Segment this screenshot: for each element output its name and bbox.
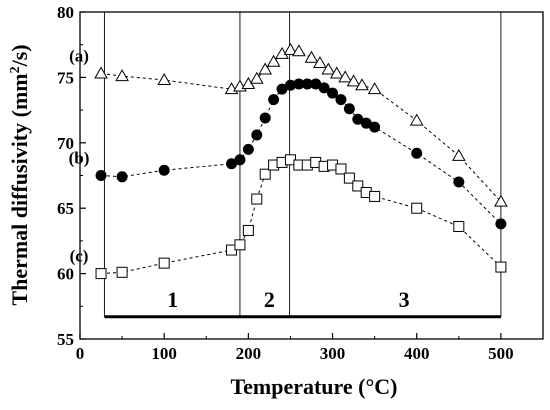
- data-point-circle: [276, 83, 288, 95]
- data-point-circle: [293, 78, 305, 90]
- data-point-circle: [310, 78, 322, 90]
- series-line: [101, 83, 502, 225]
- data-point-circle: [116, 171, 128, 183]
- data-point-square: [259, 168, 271, 180]
- data-point-triangle: [94, 66, 108, 79]
- data-point-circle: [242, 143, 254, 155]
- x-tick-label: 0: [76, 344, 85, 363]
- region-label: 3: [399, 287, 410, 312]
- x-tick-label: 200: [236, 344, 262, 363]
- series-tag: (c): [70, 247, 89, 266]
- data-point-circle: [352, 113, 364, 125]
- region-labels: 1 2 3: [167, 287, 410, 312]
- y-axis-title: Thermal diffusivity (mm2/s): [7, 44, 32, 305]
- series-line: [100, 49, 502, 202]
- data-point-square: [251, 193, 263, 205]
- y-tick-label: 65: [57, 199, 74, 218]
- y-tick-label: 80: [57, 3, 74, 22]
- y-tick-label: 75: [57, 68, 74, 87]
- data-point-triangle: [329, 66, 344, 79]
- x-tick-label: 100: [151, 344, 177, 363]
- data-point-triangle: [321, 62, 336, 75]
- data-point-circle: [318, 82, 330, 94]
- data-point-square: [343, 172, 355, 184]
- data-point-square: [116, 266, 128, 278]
- axes: [79, 11, 544, 340]
- data-point-circle: [251, 129, 263, 141]
- series-line: [101, 159, 502, 275]
- series-tag: (b): [69, 149, 90, 168]
- data-point-circle: [335, 94, 347, 106]
- x-axis-title: Temperature (°C): [230, 374, 397, 399]
- data-point-circle: [301, 78, 313, 90]
- x-tick-label: 300: [320, 344, 346, 363]
- data-point-circle: [226, 158, 238, 170]
- data-point-triangle: [313, 56, 327, 69]
- data-point-triangle: [266, 54, 281, 67]
- data-point-triangle: [249, 71, 264, 84]
- data-point-triangle: [292, 44, 306, 57]
- data-point-triangle: [115, 69, 129, 82]
- data-point-square: [411, 202, 423, 214]
- data-point-square: [234, 239, 246, 251]
- data-point-circle: [495, 218, 507, 230]
- data-point-triangle: [338, 70, 353, 83]
- data-point-circle: [234, 154, 246, 166]
- data-point-square: [495, 261, 507, 273]
- data-point-circle: [453, 176, 465, 188]
- data-point-circle: [268, 94, 280, 106]
- data-point-circle: [411, 147, 423, 159]
- y-tick-label: 70: [57, 134, 74, 153]
- data-point-circle: [95, 170, 107, 181]
- y-axis-title-main: Thermal diffusivity (mm: [7, 73, 32, 305]
- y-axis-title-sup: 2: [8, 66, 23, 73]
- data-point-circle: [369, 121, 381, 133]
- data-point-square: [158, 257, 170, 269]
- y-tick-label: 60: [57, 265, 74, 284]
- data-point-circle: [327, 87, 339, 99]
- y-tick-label: 55: [57, 330, 74, 349]
- region-label: 2: [264, 287, 275, 312]
- data-point-circle: [343, 103, 355, 115]
- region-label: 1: [167, 287, 178, 312]
- data-point-square: [335, 163, 347, 175]
- data-point-square: [453, 221, 465, 233]
- data-point-square: [95, 268, 107, 280]
- data-point-triangle: [304, 50, 319, 63]
- data-point-triangle: [494, 194, 508, 207]
- x-tick-label: 400: [404, 344, 430, 363]
- data-point-triangle: [367, 82, 382, 95]
- data-point-triangle: [355, 78, 369, 91]
- data-point-circle: [360, 117, 372, 129]
- y-axis-title-end: /s): [7, 44, 32, 67]
- data-point-triangle: [451, 148, 466, 161]
- series-tag: (a): [69, 46, 89, 65]
- data-point-circle: [158, 164, 170, 176]
- data-point-triangle: [157, 73, 172, 86]
- data-point-triangle: [258, 62, 273, 75]
- data-point-circle: [259, 112, 271, 124]
- data-point-square: [352, 180, 364, 192]
- data-point-triangle: [346, 74, 361, 87]
- data-point-triangle: [409, 113, 424, 126]
- data-point-circle: [284, 79, 296, 91]
- series-markers: [94, 42, 508, 280]
- data-point-square: [369, 190, 381, 202]
- data-point-square: [242, 224, 254, 236]
- y-tick-labels: 55 60 65 70 75 80: [57, 3, 74, 349]
- x-tick-label: 500: [488, 344, 514, 363]
- x-tick-labels: 0 100 200 300 400 500: [76, 344, 514, 363]
- data-point-triangle: [283, 42, 298, 55]
- series-tags: (a) (b) (c): [69, 46, 90, 265]
